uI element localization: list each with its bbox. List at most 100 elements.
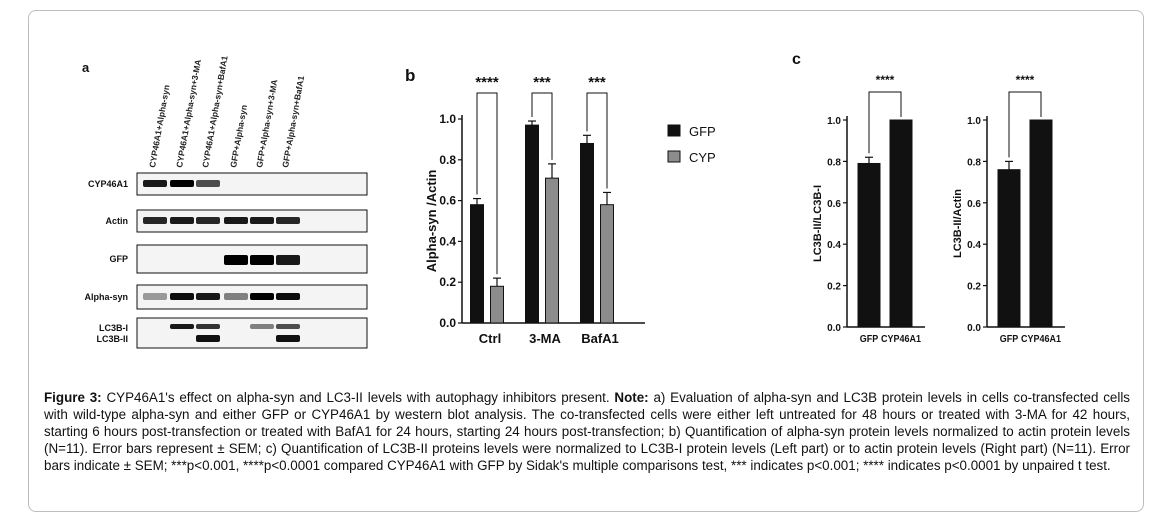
protein-band <box>250 255 274 265</box>
caption-note-label: Note: <box>614 390 649 405</box>
lane-label: GFP+Alpha-syn+3-MA <box>254 79 279 169</box>
legend-swatch <box>667 150 681 163</box>
y-axis-label: LC3B-II/Actin <box>952 189 964 258</box>
y-tick-label: 1.0 <box>827 116 841 127</box>
protein-band <box>276 217 300 224</box>
bar <box>889 119 913 328</box>
protein-band <box>170 293 194 300</box>
protein-band <box>196 217 220 224</box>
significance-bracket <box>1008 91 1042 158</box>
y-tick-label: 0.8 <box>439 153 456 167</box>
y-tick-label: 1.0 <box>967 116 981 127</box>
bar <box>580 142 594 324</box>
chart-c-right: 0.0 0.2 0.4 0.6 0.8 1.0 LC3B-II/Actin GFP CYP46A… <box>952 73 1065 345</box>
protein-band <box>143 180 167 187</box>
lane-label: CYP46A1+Alpha-syn+3-MA <box>174 59 203 169</box>
y-tick-label: 0.0 <box>827 323 841 334</box>
significance-stars: **** <box>475 74 499 91</box>
y-tick-label: 0.8 <box>967 157 981 168</box>
protein-band <box>170 217 194 224</box>
significance-bracket <box>476 92 498 275</box>
blot-label: GFP <box>109 254 128 264</box>
blot-label: LC3B-II <box>97 334 129 344</box>
protein-band <box>224 293 248 300</box>
x-tick-label: GFP <box>860 333 879 345</box>
significance-bracket <box>531 92 553 160</box>
y-tick-label: 0.8 <box>827 157 841 168</box>
significance-bracket <box>586 92 608 189</box>
protein-band <box>276 255 300 265</box>
y-tick-label: 0.6 <box>827 199 841 210</box>
x-tick-label: 3-MA <box>529 331 561 346</box>
protein-band <box>250 324 274 329</box>
significance-stars: *** <box>588 74 606 91</box>
protein-band <box>250 217 274 224</box>
legend-label: GFP <box>689 124 716 139</box>
y-tick-label: 0.6 <box>967 199 981 210</box>
y-tick-label: 0.4 <box>827 240 841 251</box>
blot-label: CYP46A1 <box>88 179 128 189</box>
protein-band <box>196 335 220 342</box>
panel-b-letter: b <box>405 66 416 85</box>
chart-b: 0.0 0.2 0.4 0.6 0.8 1.0 Alpha-syn /Actin Ctrl **… <box>424 74 716 346</box>
protein-band <box>276 335 300 342</box>
y-tick-label: 1.0 <box>439 112 456 126</box>
significance-bracket <box>868 91 902 154</box>
y-tick-label: 0.0 <box>439 316 456 330</box>
bar <box>600 204 614 324</box>
protein-band <box>196 293 220 300</box>
protein-band <box>170 324 194 329</box>
panel-a-letter: a <box>82 60 90 75</box>
y-tick-label: 0.2 <box>439 275 456 289</box>
x-tick-label: GFP <box>1000 333 1019 345</box>
blot-box <box>136 317 368 349</box>
caption-title: CYP46A1's effect on alpha-syn and LC3-II… <box>101 390 615 405</box>
blot-label: LC3B-I <box>99 323 128 333</box>
bar <box>545 177 559 324</box>
protein-band <box>276 293 300 300</box>
significance-stars: **** <box>1016 73 1035 87</box>
caption-label: Figure 3: <box>44 390 102 405</box>
protein-band <box>196 180 220 187</box>
bar <box>997 169 1021 328</box>
protein-band <box>276 324 300 329</box>
y-tick-label: 0.0 <box>967 323 981 334</box>
y-axis-label: Alpha-syn /Actin <box>424 170 439 273</box>
blot-label: Actin <box>106 216 129 226</box>
protein-band <box>170 180 194 187</box>
blot-label: Alpha-syn <box>84 292 128 302</box>
figure-caption: Figure 3: CYP46A1's effect on alpha-syn … <box>44 389 1130 474</box>
protein-band <box>224 255 248 265</box>
x-tick-label: Ctrl <box>479 331 501 346</box>
protein-band <box>196 324 220 329</box>
bar <box>470 204 484 324</box>
legend-swatch <box>667 124 681 137</box>
bar <box>1029 119 1053 328</box>
protein-band <box>143 217 167 224</box>
lane-label: GFP+Alpha-syn <box>228 104 249 168</box>
y-tick-label: 0.4 <box>439 234 456 248</box>
x-tick-label: CYP46A1 <box>1021 333 1062 345</box>
y-tick-label: 0.2 <box>827 282 841 293</box>
protein-band <box>224 217 248 224</box>
significance-stars: **** <box>876 73 895 87</box>
protein-band <box>250 293 274 300</box>
bar <box>857 162 881 328</box>
bar <box>525 124 539 324</box>
panel-c-letter: c <box>792 51 801 68</box>
bar <box>490 285 504 324</box>
significance-stars: *** <box>533 74 551 91</box>
lane-label: CYP46A1+Alpha-syn <box>147 84 171 168</box>
chart-c-left: 0.0 0.2 0.4 0.6 0.8 1.0 LC3B-II/LC3B-I GFP CYP46… <box>812 73 925 345</box>
legend-label: CYP <box>689 150 716 165</box>
y-tick-label: 0.2 <box>967 282 981 293</box>
caption-body: a) Evaluation of alpha-syn and LC3B prot… <box>44 390 1131 473</box>
western-blot-panel: CYP46A1+Alpha-syn CYP46A1+Alpha-syn+3-MAC… <box>84 55 368 349</box>
x-tick-label: BafA1 <box>581 331 619 346</box>
x-tick-label: CYP46A1 <box>881 333 922 345</box>
y-tick-label: 0.4 <box>967 240 981 251</box>
blot-box <box>136 172 368 196</box>
lane-label: CYP46A1+Alpha-syn+BafA1 <box>200 55 230 169</box>
lane-label: GFP+Alpha-syn+BafA1 <box>280 75 306 169</box>
protein-band <box>143 293 167 300</box>
